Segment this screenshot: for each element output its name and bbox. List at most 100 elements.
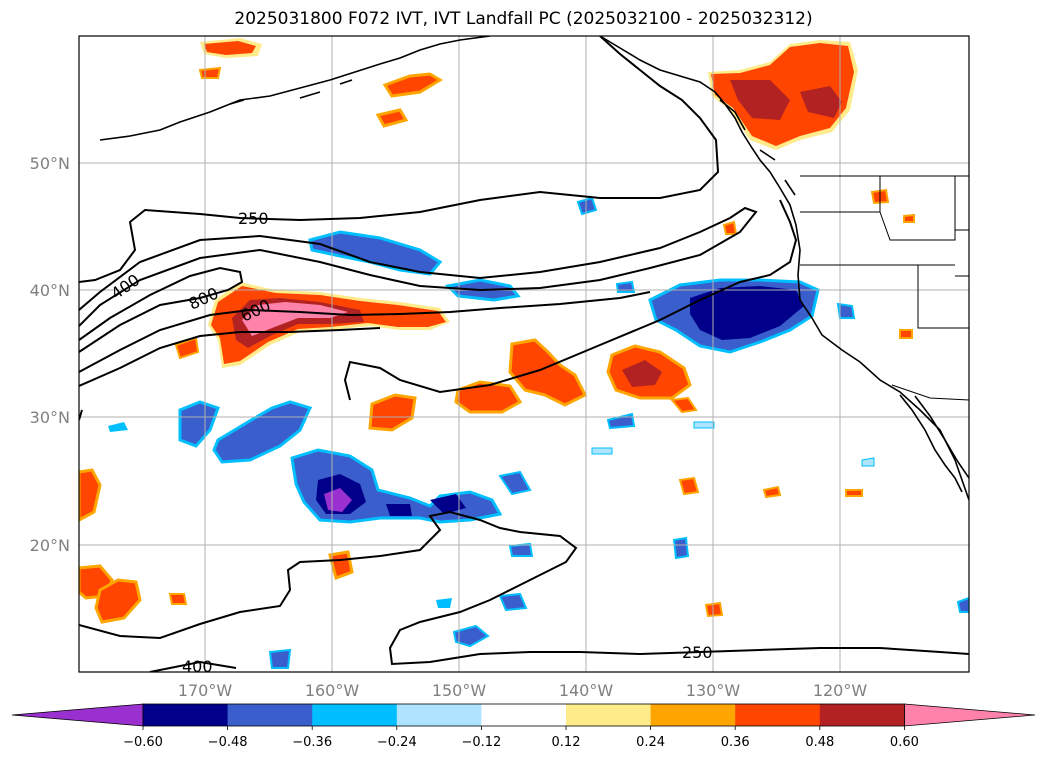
positive-region [730, 80, 790, 120]
negative-region [498, 470, 532, 496]
positive-region [198, 66, 222, 79]
negative-region [386, 504, 412, 516]
contour-label: 400 [182, 657, 213, 676]
lat-label: 20°N [30, 536, 70, 555]
positive-region [368, 393, 417, 432]
ivt-contour-south [79, 510, 969, 666]
ivt-contours [79, 36, 969, 672]
us-mexico-border [891, 384, 969, 401]
negative-region [436, 598, 452, 608]
positive-region [508, 338, 588, 407]
colorbar-tick-label: −0.60 [123, 735, 163, 750]
lat-label: 50°N [30, 154, 70, 173]
ivt-contour-250-mid [343, 199, 798, 401]
colorbar-tick-label: −0.12 [461, 735, 501, 750]
baja-coast [899, 394, 963, 493]
positive-region [899, 329, 913, 339]
colorbar: −0.60 −0.48 −0.36 −0.24 −0.12 0.12 0.24 0.36 0.4… [11, 703, 1036, 750]
negative-region [498, 592, 528, 612]
colorbar-tick-label: 0.48 [805, 735, 834, 750]
colorbar-tick-label: 0.24 [636, 735, 665, 750]
positive-region [382, 72, 443, 98]
positive-region [670, 396, 698, 414]
positive-region [800, 86, 842, 118]
positive-region [375, 108, 409, 128]
negative-region [108, 422, 128, 432]
positive-region [704, 601, 724, 618]
colorbar-tick-label: −0.36 [292, 735, 332, 750]
positive-region [762, 485, 782, 499]
negative-region [576, 196, 598, 216]
alaska-coast [99, 36, 491, 141]
colorbar-tick-label: 0.60 [890, 735, 919, 750]
colorbar-swatch [650, 704, 736, 726]
contour-label: 250 [238, 209, 269, 228]
bc-islands [719, 99, 796, 196]
colorbar-frame [142, 703, 905, 727]
ivt-contour-south-edge [149, 660, 237, 672]
lat-label: 30°N [30, 408, 70, 427]
lon-label: 160°W [305, 681, 360, 700]
positive-region [174, 336, 200, 360]
negative-region [836, 302, 856, 319]
map-title: 2025031800 F072 IVT, IVT Landfall PC (20… [234, 9, 813, 29]
coastlines [99, 36, 969, 501]
lon-label: 140°W [559, 681, 614, 700]
ivt-contour-400 [79, 206, 758, 327]
gridlines [79, 36, 969, 672]
positive-region [168, 593, 188, 605]
negative-region [861, 457, 875, 467]
ivt-contour-800 [79, 266, 244, 353]
colorbar-swatch [312, 704, 398, 726]
colorbar-swatch [143, 704, 229, 726]
positive-region [722, 220, 738, 235]
negative-region [693, 421, 715, 429]
negative-region [591, 447, 613, 455]
lon-label: 150°W [432, 681, 487, 700]
colorbar-tick-label: −0.24 [377, 735, 417, 750]
state-border-idaho [879, 176, 956, 241]
negative-region [452, 624, 490, 648]
ivt-contour-inner-600 [79, 327, 381, 387]
colorbar-swatch [819, 704, 905, 726]
negative-region [178, 400, 220, 448]
positive-region [678, 476, 700, 496]
lon-label: 120°W [813, 681, 868, 700]
gulf-alaska-coast [599, 36, 969, 501]
colorbar-tick-label: 0.12 [552, 735, 581, 750]
state-border-ca-nv [917, 265, 969, 329]
colorbar-swatch [566, 704, 652, 726]
colorbar-extend-high [904, 703, 1036, 727]
colorbar-swatch [735, 704, 821, 726]
positive-region [94, 578, 142, 624]
positive-region [79, 468, 102, 522]
lon-label: 130°W [686, 681, 741, 700]
negative-region [268, 648, 292, 669]
colorbar-tick-label: 0.36 [721, 735, 750, 750]
negative-region [508, 542, 534, 557]
negative-region [430, 494, 466, 514]
colorbar-swatch [396, 704, 482, 726]
colorbar-tick-label: −0.48 [208, 735, 248, 750]
contour-label: 250 [682, 643, 713, 662]
positive-region [622, 360, 662, 387]
positive-region [903, 213, 915, 223]
map-frame [78, 35, 970, 673]
ivt-contour-250-north [79, 36, 720, 283]
state-border-nv [955, 229, 969, 277]
negative-region [956, 596, 969, 613]
positive-region [204, 41, 256, 55]
colorbar-swatch [481, 704, 567, 726]
colorbar-extend-low [11, 703, 144, 727]
lon-label: 170°W [178, 681, 233, 700]
colorbar-swatch [227, 704, 313, 726]
political-borders [800, 175, 969, 401]
positive-region [454, 380, 523, 414]
negative-region [672, 536, 690, 560]
alaska-islands [229, 79, 353, 105]
lat-label: 40°N [30, 281, 70, 300]
ivt-contour-600 [79, 291, 651, 373]
negative-region [324, 488, 352, 512]
negative-region [690, 286, 804, 340]
